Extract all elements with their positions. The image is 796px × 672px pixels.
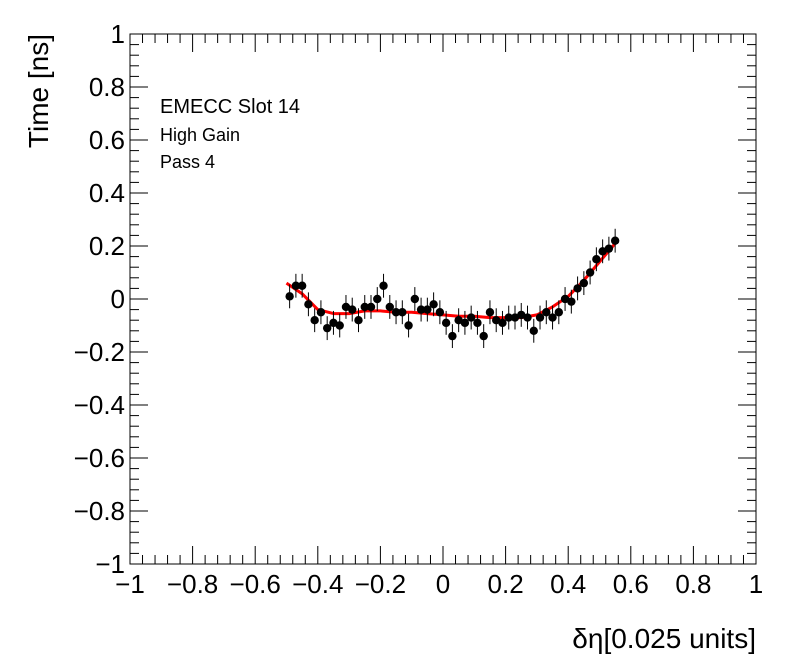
y-tick-label: −0.2: [74, 337, 125, 367]
annotation-slot: EMECC Slot 14: [160, 96, 300, 118]
data-point: [542, 308, 551, 317]
data-point: [285, 292, 294, 301]
y-tick-label: 0: [111, 284, 125, 314]
fit-curve: [285, 242, 617, 320]
x-tick-label: −0.2: [355, 569, 406, 599]
data-point: [554, 308, 564, 317]
data-point: [391, 308, 401, 317]
data-point: [348, 305, 357, 314]
data-point: [373, 294, 382, 304]
annotation-pass: Pass 4: [160, 152, 215, 172]
data-point: [316, 308, 326, 317]
data-point: [385, 302, 394, 312]
y-tick-label: −0.6: [74, 443, 125, 473]
data-point: [423, 305, 432, 314]
data-point: [592, 255, 601, 264]
data-point: [304, 300, 313, 309]
data-point: [498, 318, 507, 328]
data-point: [291, 281, 301, 290]
axis-ticks: [129, 33, 757, 565]
x-tick-label: −0.8: [167, 569, 218, 599]
data-point: [429, 300, 438, 309]
y-tick-label: 0.8: [89, 72, 125, 102]
data-point: [297, 281, 307, 290]
x-tick-label: −0.4: [292, 569, 343, 599]
y-tick-label: −1: [95, 549, 125, 579]
data-point: [354, 316, 363, 325]
y-tick-label: 0.6: [89, 125, 125, 155]
y-tick-label: −0.8: [74, 496, 125, 526]
data-point: [379, 281, 388, 290]
x-tick-label: 0.4: [550, 569, 586, 599]
data-point: [529, 326, 538, 335]
x-tick-label: 0.6: [613, 569, 649, 599]
x-tick-label: −1: [115, 569, 145, 599]
data-point: [573, 284, 582, 293]
x-axis-title: δη[0.025 units]: [572, 623, 756, 654]
data-point: [310, 316, 319, 325]
data-point: [585, 268, 595, 277]
data-point: [567, 297, 576, 306]
data-point: [404, 321, 413, 330]
y-tick-label: 0.2: [89, 231, 125, 261]
y-tick-label: 1: [111, 19, 125, 49]
data-point: [485, 308, 495, 317]
data-point: [604, 244, 614, 253]
data-point: [504, 313, 513, 322]
y-tick-label: 0.4: [89, 178, 125, 208]
data-point: [435, 308, 445, 317]
y-axis-title: Time [ns]: [23, 34, 54, 148]
annotation-gain: High Gain: [160, 125, 240, 145]
data-point: [416, 305, 426, 314]
data-point: [548, 313, 557, 322]
fit-curve-layer: [285, 242, 617, 320]
data-point: [479, 331, 488, 341]
data-point: [398, 308, 407, 317]
data-point: [366, 302, 376, 312]
y-tick-labels: −1 −0.8 −0.6 −0.4 −0.2 0 0.2 0.4 0.6 0.8 1: [74, 19, 125, 579]
data-point: [335, 321, 344, 330]
x-tick-label: 1: [749, 569, 763, 599]
x-tick-label: 0: [436, 569, 450, 599]
x-tick-label: 0.2: [488, 569, 524, 599]
data-point: [523, 313, 532, 322]
data-points-layer: [285, 228, 620, 349]
x-tick-labels: −1 −0.8 −0.6 −0.4 −0.2 0 0.2 0.4 0.6 0.8 1: [115, 569, 763, 599]
data-point: [360, 302, 369, 312]
data-point: [610, 236, 620, 245]
data-point: [579, 278, 589, 288]
data-point: [535, 313, 545, 322]
data-point: [473, 318, 482, 328]
x-tick-label: −0.6: [230, 569, 281, 599]
y-tick-label: −0.4: [74, 390, 125, 420]
data-point: [460, 318, 470, 328]
x-tick-label: 0.8: [675, 569, 711, 599]
data-point: [448, 331, 457, 341]
data-point: [322, 323, 332, 333]
data-point: [466, 313, 476, 322]
data-point: [441, 318, 451, 328]
data-point: [410, 294, 420, 304]
